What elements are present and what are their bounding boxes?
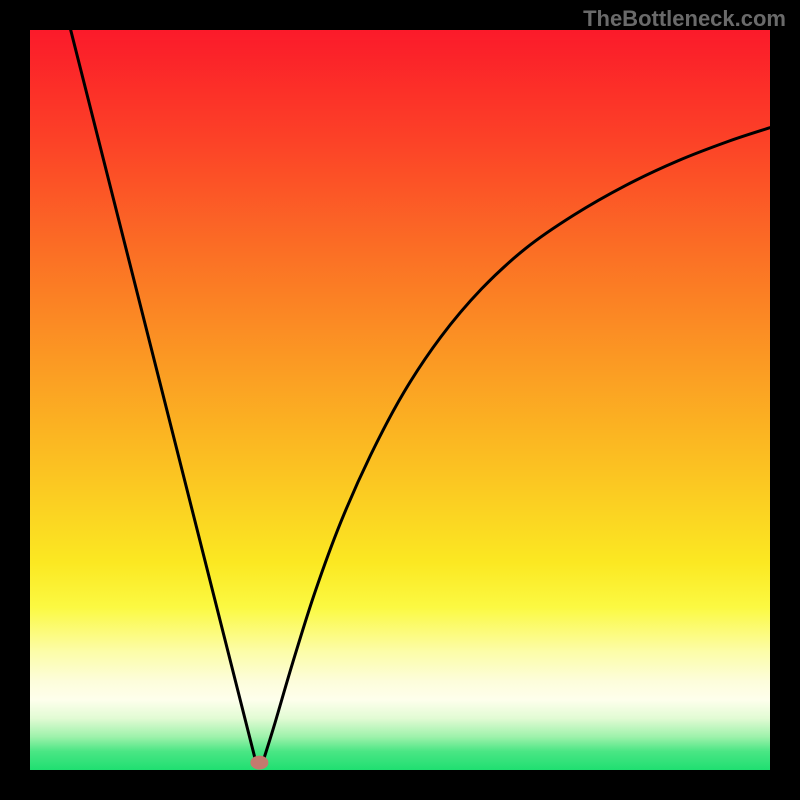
curve-right-branch xyxy=(263,128,770,761)
chart-curve-layer xyxy=(30,30,770,770)
bottleneck-marker xyxy=(250,756,268,770)
plot-area xyxy=(30,30,770,770)
curve-left-branch xyxy=(71,30,256,761)
watermark-text: TheBottleneck.com xyxy=(583,6,786,32)
